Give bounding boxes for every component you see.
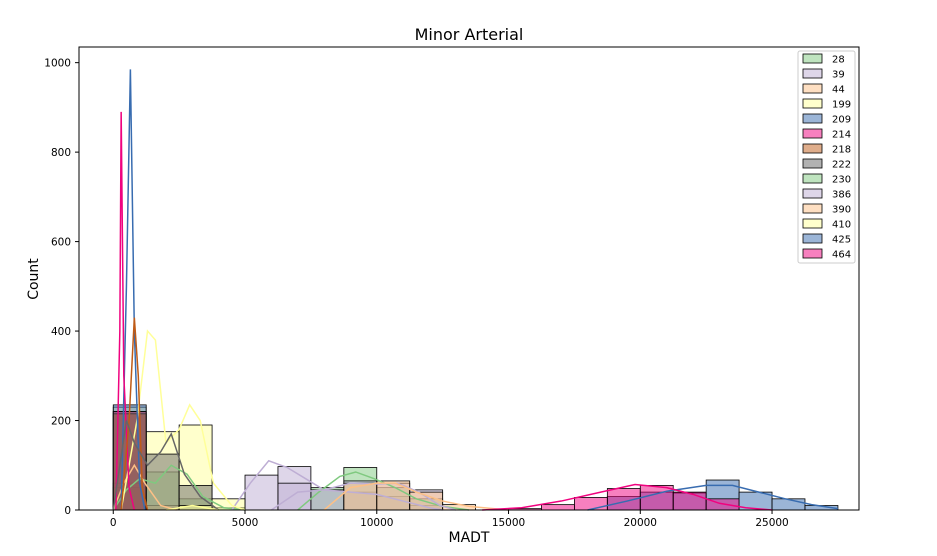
plot-frame [78,46,860,511]
legend-label: 425 [832,235,851,246]
legend-swatch [802,158,823,169]
legend-box [797,50,856,264]
bar-series-39-bin-0 [244,474,279,511]
legend-swatch [802,143,823,154]
y-tick-label: 200 [51,416,71,428]
kde-line-series-218 [120,317,149,511]
x-tick-label: 10000 [360,517,393,529]
kde-line-series-464 [482,483,773,511]
x-tick-label: 20000 [624,517,657,529]
legend-label: 199 [832,100,851,111]
kde-line-series-209 [120,69,146,511]
kde-line-series-222 [112,420,220,511]
legend-label: 390 [832,205,851,216]
y-axis-ticks: 0 200 400 600 800 1000 [44,58,79,517]
legend-swatch [802,68,823,79]
legend-item-44: 44 [802,83,845,96]
legend-swatch [802,113,823,124]
legend-item-222: 222 [802,158,851,171]
legend-label: 39 [832,70,845,81]
legend: 28 39 44 199 209 214 218 222 230 386 390 410 425 464 [797,50,856,264]
x-tick-label: 5000 [232,517,259,529]
x-axis-ticks: 0 5000 10000 15000 20000 25000 [110,510,789,529]
legend-item-410: 410 [802,218,851,231]
bar-series-464-bin-4 [639,484,674,511]
kde-line-series-386 [270,482,457,511]
legend-swatch [802,53,823,64]
legend-item-230: 230 [802,173,851,186]
legend-swatch [802,83,823,94]
legend-swatch [802,173,823,184]
legend-item-39: 39 [802,68,845,81]
y-tick-label: 0 [64,505,71,517]
legend-item-386: 386 [802,188,851,201]
legend-swatch [802,248,823,259]
x-tick-label: 25000 [755,517,788,529]
bar-series-464-bin-5 [672,491,707,511]
legend-item-425: 425 [802,233,851,246]
legend-label: 218 [832,145,851,156]
y-tick-label: 800 [51,147,71,159]
legend-swatch [802,128,823,139]
x-axis-label: MADT [449,530,490,546]
kde-line-series-28 [112,464,246,511]
kde-line-series-425 [587,484,839,511]
legend-label: 464 [832,250,851,261]
legend-item-28: 28 [802,53,845,66]
kde-line-series-199 [120,329,246,511]
legend-item-390: 390 [802,203,851,216]
bar-series-390-bin-0 [343,482,378,511]
legend-label: 214 [832,130,851,141]
bar-series-386-bin-0 [277,482,312,511]
legend-item-464: 464 [802,248,851,261]
legend-label: 222 [832,160,851,171]
y-axis-label: Count [26,258,42,300]
x-tick-label: 15000 [492,517,525,529]
legend-swatch [802,188,823,199]
x-tick-label: 0 [110,517,117,529]
legend-label: 410 [832,220,851,231]
legend-swatch [802,218,823,229]
legend-label: 28 [832,55,845,66]
y-tick-label: 1000 [44,58,71,70]
legend-swatch [802,98,823,109]
legend-item-199: 199 [802,98,851,111]
bar-series-464-bin-1 [541,504,575,511]
legend-label: 230 [832,175,851,186]
legend-label: 44 [832,85,845,96]
chart-title: Minor Arterial [415,25,524,44]
legend-item-214: 214 [802,128,851,141]
legend-label: 209 [832,115,851,126]
legend-swatch [802,233,823,244]
legend-item-209: 209 [802,113,851,126]
kde-line-series-230 [297,471,470,511]
bar-series-425-bin-5 [771,498,806,511]
y-tick-label: 400 [51,326,71,338]
kde-line-series-390 [323,482,509,511]
legend-item-218: 218 [802,143,851,156]
kde-line-series-214 [115,111,136,511]
y-tick-label: 600 [51,237,71,249]
kde-line-series-410 [165,504,219,511]
bar-series-464-bin-2 [574,497,608,511]
legend-swatch [802,203,823,214]
legend-label: 386 [832,190,851,201]
kde-lines-layer [112,69,839,511]
